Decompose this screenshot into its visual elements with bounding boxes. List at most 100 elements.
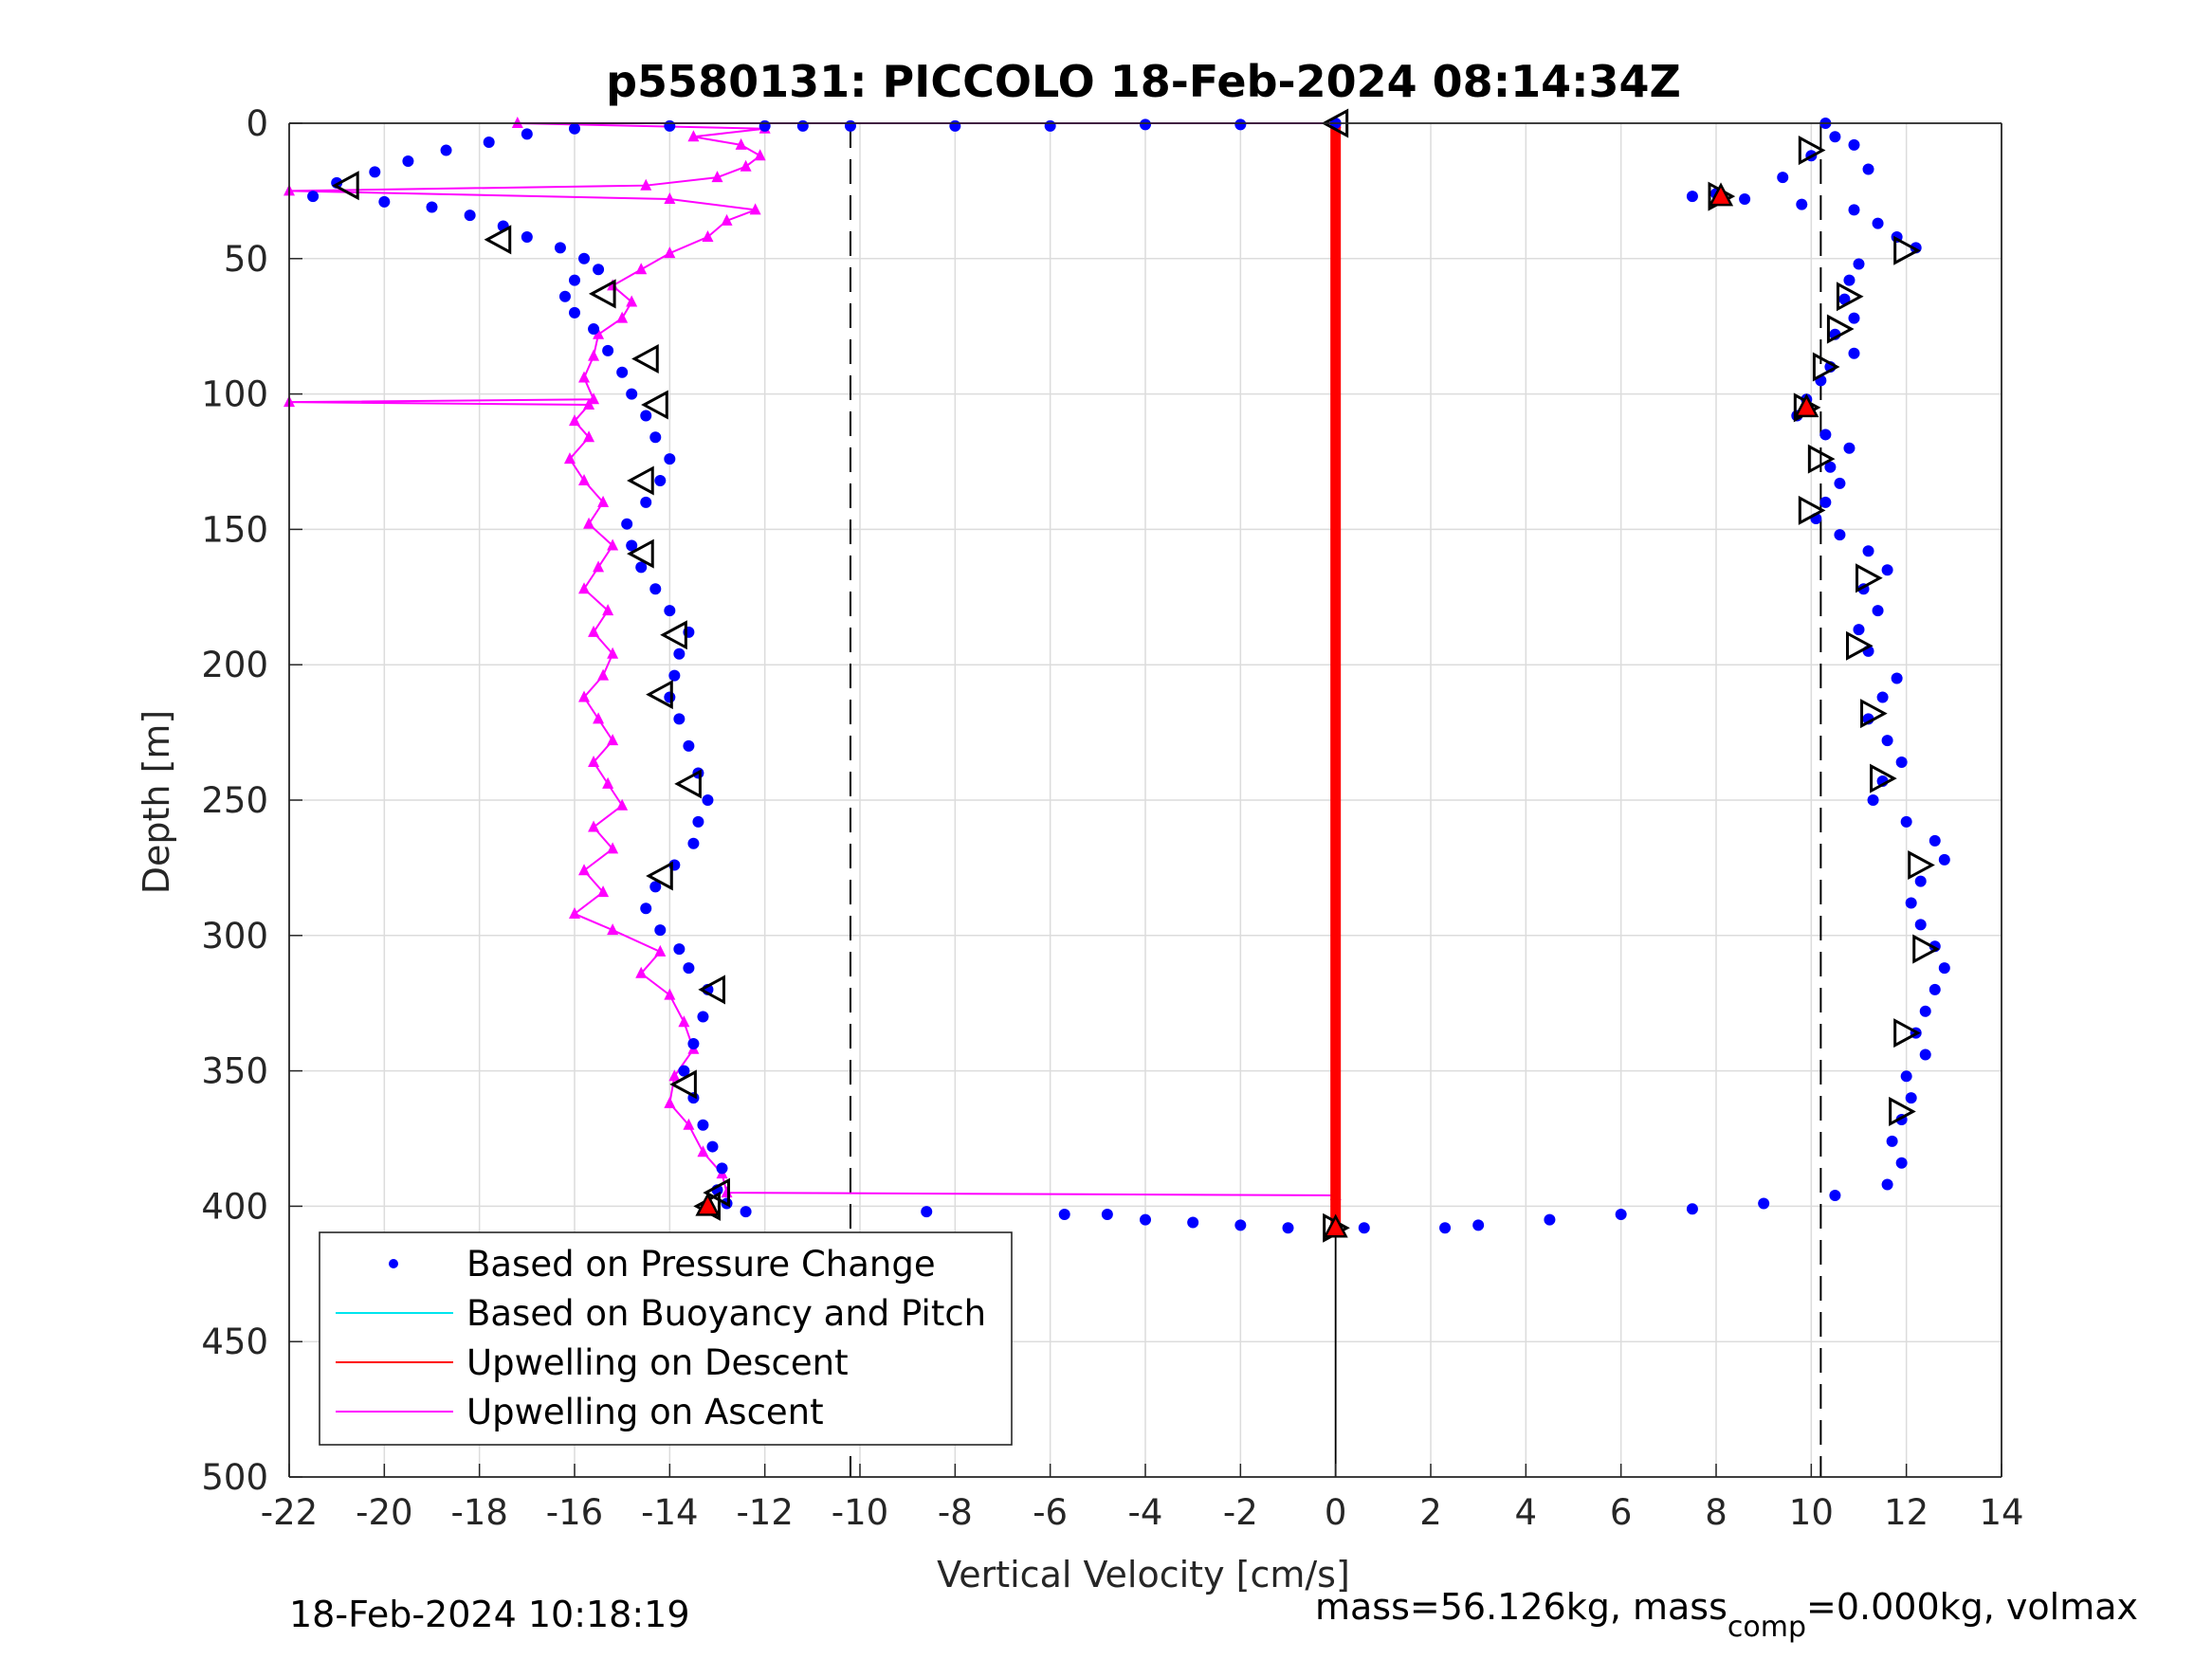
pressure-point-descent [1876,691,1889,703]
ascent-upwelling-point [683,1118,695,1130]
pressure-point-descent [1900,1070,1912,1083]
ascent-upwelling-point [664,1096,676,1108]
pressure-point-ascent [593,264,605,276]
ascent-marker [588,279,616,309]
pressure-point-ascent [1140,1213,1151,1226]
pressure-point-ascent [654,474,667,486]
x-tick-label: -14 [641,1492,698,1533]
pressure-point-descent [1895,1157,1908,1169]
footer-mass-suffix: =0.000kg, volmax [1806,1586,2138,1628]
x-tick-label: 6 [1610,1492,1633,1533]
pressure-point-descent [1853,258,1865,270]
pressure-point-ascent [616,366,629,378]
ascent-upwelling-point [640,178,652,191]
ascent-upwelling-point [754,149,766,161]
ascent-upwelling-point [588,625,600,637]
pressure-point-descent [1796,198,1808,210]
legend: Based on Pressure Change Based on Buoyan… [319,1231,1013,1446]
pressure-point-ascent [673,647,686,660]
legend-label-buoyancy: Based on Buoyancy and Pitch [466,1293,986,1334]
pressure-point-descent [1834,477,1846,489]
x-tick-label: -22 [261,1492,318,1533]
ascent-upwelling-point [607,538,619,551]
x-tick-label: 10 [1789,1492,1834,1533]
ascent-upwelling-point [616,311,629,323]
ascent-marker [627,465,654,496]
footer-mass-prefix: mass=56.126kg, mass [1315,1586,1728,1628]
pressure-point-descent [1843,442,1856,454]
ascent-upwelling-point [597,885,610,898]
x-tick-label: -18 [450,1492,507,1533]
pressure-point-descent [1615,1208,1627,1220]
pressure-point-ascent [740,1206,752,1218]
pressure-point-ascent [569,122,580,135]
y-tick-label: 300 [201,916,268,957]
pressure-point-descent [1905,897,1917,909]
pressure-point-ascent [1044,119,1056,132]
pressure-point-ascent [621,518,633,530]
y-tick-label: 50 [224,239,268,280]
ascent-upwelling-point [668,1069,681,1082]
pressure-point-descent [1853,624,1865,636]
ascent-marker [660,620,687,650]
ascent-marker [627,538,654,569]
pressure-point-descent [1686,191,1698,203]
ascent-upwelling-point [697,1145,709,1158]
pressure-point-descent [1872,605,1884,617]
pressure-point-ascent [664,453,676,465]
pressure-point-ascent [697,1011,709,1023]
ascent-marker [698,975,725,1005]
ascent-upwelling-point [626,295,638,307]
pressure-point-descent [1544,1213,1556,1226]
pressure-point-descent [1848,312,1860,324]
pressure-point-descent [1739,192,1751,205]
red-marker [1323,1213,1348,1238]
descent-marker [1912,934,1940,964]
footer-mass-info: mass=56.126kg, masscomp=0.000kg, volmax [1315,1586,2138,1644]
pressure-point-descent [1914,875,1927,887]
pressure-point-ascent [649,881,662,893]
ascent-upwelling-point [578,473,591,485]
pressure-point-ascent [844,119,856,132]
pressure-point-ascent [1187,1216,1199,1229]
pressure-point-ascent [640,410,652,422]
x-tick-label: 14 [1979,1492,2023,1533]
y-tick-label: 100 [201,374,268,415]
pressure-point-descent [1472,1219,1485,1231]
ascent-upwelling-point [597,495,610,507]
descent-marker [1856,563,1883,593]
ascent-upwelling-point [588,392,600,405]
pressure-point-descent [1848,138,1860,151]
pressure-point-ascent [440,144,452,156]
pressure-point-descent [1919,1005,1931,1017]
ascent-marker [332,171,359,201]
x-tick-label: -10 [832,1492,888,1533]
x-tick-label: 8 [1705,1492,1728,1533]
ascent-upwelling-point [602,604,614,616]
y-tick-label: 500 [201,1457,268,1498]
pressure-point-descent [1862,545,1874,557]
ascent-upwelling-point [563,452,576,465]
x-tick-label: -20 [356,1492,412,1533]
descent-marker [1807,444,1836,474]
ascent-upwelling-point [597,668,610,681]
descent-marker [1836,282,1864,312]
tick-labels: -22 -20 -18 -16 -14 -12 -10 -8 -6 -4 -2 0 2 4 6 8 10 12 14… [201,103,2023,1533]
pressure-point-descent [1914,919,1927,931]
pressure-point-descent [1824,461,1837,473]
pressure-point-ascent [683,962,695,975]
pressure-point-ascent [664,119,676,132]
ascent-marker [646,680,673,710]
pressure-point-descent [1819,496,1832,508]
descent-marker [1860,699,1888,729]
pressure-point-ascent [369,166,381,178]
x-tick-label: -8 [938,1492,973,1533]
ascent-upwelling-point [593,712,605,724]
pressure-point-descent [1838,293,1851,305]
pressure-point-ascent [426,201,438,213]
pressure-point-descent [1895,757,1908,769]
ascent-upwelling-point [588,349,600,361]
pressure-point-descent [1886,1135,1898,1147]
pressure-point-ascent [1282,1222,1294,1234]
pressure-point-ascent [483,136,495,148]
